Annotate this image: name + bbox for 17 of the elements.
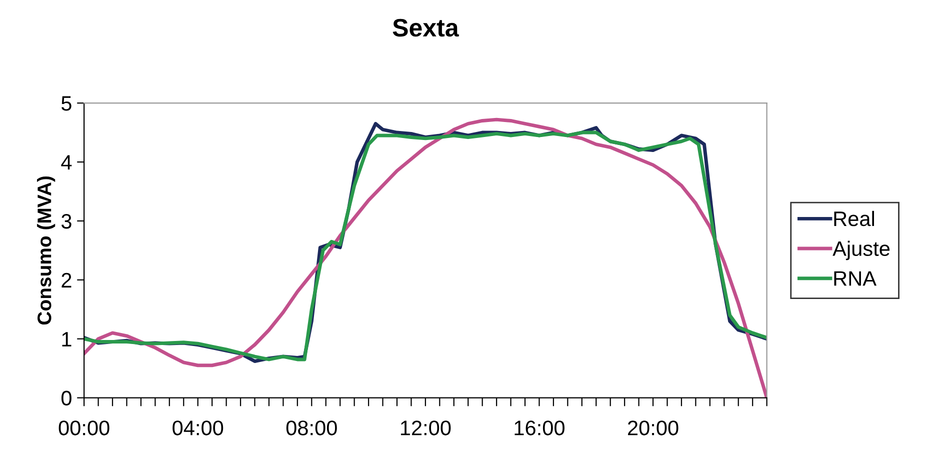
y-axis-title: Consumo (MVA)	[36, 176, 56, 325]
x-tick-label: 12:00	[400, 420, 451, 436]
legend-label: Real	[834, 210, 874, 226]
legend-label: RNA	[834, 271, 876, 286]
legend-label: Ajuste	[832, 240, 890, 260]
y-tick-label: 4	[61, 155, 72, 170]
x-tick-label: 20:00	[628, 420, 678, 436]
x-tick-label: 04:00	[172, 420, 224, 436]
y-tick-label: 2	[62, 272, 72, 288]
y-tick-label: 3	[61, 214, 72, 229]
x-tick-label: 00:00	[58, 420, 110, 436]
x-tick-label: 16:00	[514, 420, 564, 436]
y-tick-label: 5	[62, 96, 72, 111]
x-tick-label: 08:00	[286, 420, 337, 436]
y-tick-label: 0	[61, 390, 72, 406]
y-tick-label: 1	[62, 332, 72, 346]
chart-title: Sexta	[392, 18, 459, 37]
